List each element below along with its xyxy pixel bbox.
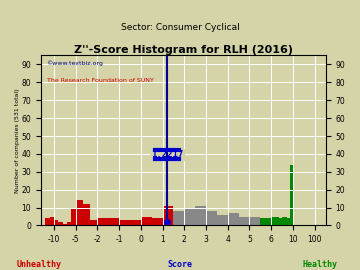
Bar (45, 218, 50, 225)
Text: The Research Foundation of SUNY: The Research Foundation of SUNY (46, 77, 153, 83)
Bar (239, 217, 249, 225)
Bar (119, 220, 141, 225)
Bar (249, 217, 260, 225)
Bar (163, 206, 174, 225)
Text: Score: Score (167, 260, 193, 269)
Bar (271, 217, 274, 225)
Bar (152, 218, 163, 225)
Bar (58, 222, 63, 225)
Bar (184, 209, 195, 225)
Text: Sector: Consumer Cyclical: Sector: Consumer Cyclical (121, 23, 239, 32)
Bar (50, 217, 54, 225)
Bar (260, 218, 271, 225)
Text: ©www.textbiz.org: ©www.textbiz.org (46, 60, 103, 66)
Bar (54, 220, 58, 225)
Bar (195, 206, 206, 225)
Bar (174, 211, 184, 225)
Bar (90, 220, 97, 225)
Title: Z''-Score Histogram for RLH (2016): Z''-Score Histogram for RLH (2016) (74, 45, 293, 55)
Bar (83, 204, 90, 225)
Bar (67, 222, 71, 225)
Y-axis label: Number of companies (531 total): Number of companies (531 total) (15, 88, 20, 193)
Bar (76, 200, 83, 225)
Bar (71, 209, 76, 225)
Bar (97, 218, 119, 225)
Text: Unhealthy: Unhealthy (17, 260, 62, 269)
Bar (206, 211, 217, 225)
Text: Healthy: Healthy (303, 260, 338, 269)
Bar (285, 217, 288, 225)
Bar (63, 224, 67, 225)
Bar (141, 217, 152, 225)
Bar (228, 213, 239, 225)
Bar (290, 165, 293, 225)
Bar (279, 218, 282, 225)
Bar (282, 217, 285, 225)
Bar (288, 218, 290, 225)
Bar (274, 217, 276, 225)
Bar (217, 215, 228, 225)
Text: 1.2217: 1.2217 (151, 150, 184, 159)
Bar (276, 217, 279, 225)
